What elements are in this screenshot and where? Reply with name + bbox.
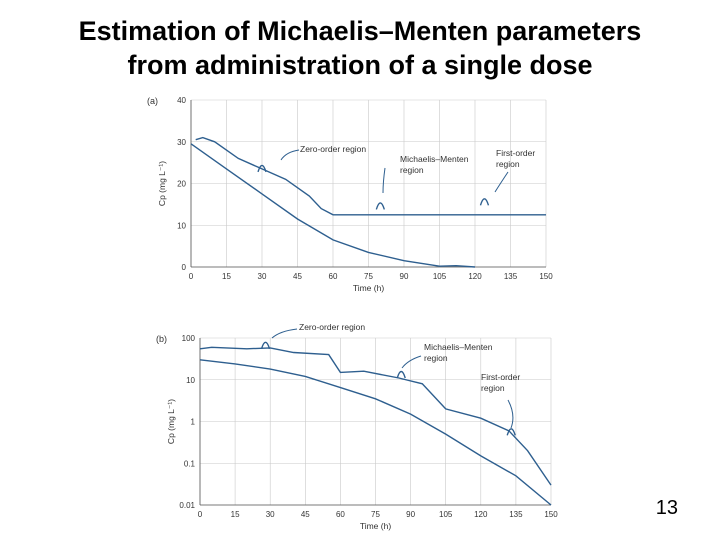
panel-b-x-tick-label: 135 bbox=[509, 510, 523, 519]
panel-a-label: (a) bbox=[147, 96, 158, 106]
panel-b-x-axis-label: Time (h) bbox=[360, 521, 391, 531]
panel-b-annotation-arrow-3 bbox=[507, 399, 514, 429]
panel-a-x-tick-label: 120 bbox=[468, 272, 482, 281]
panel-b-region-marker-3 bbox=[506, 428, 516, 436]
panel-a-x-tick-label: 150 bbox=[539, 272, 553, 281]
panel-b-label: (b) bbox=[156, 334, 167, 344]
panel-b-y-tick-label: 100 bbox=[182, 334, 196, 343]
panel-b-y-tick-label: 1 bbox=[191, 418, 196, 427]
panel-a-x-tick-label: 90 bbox=[400, 272, 409, 281]
panel-a-x-tick-label: 45 bbox=[293, 272, 302, 281]
panel-a-region-marker-3 bbox=[479, 198, 490, 206]
panel-b-annotation-3: region bbox=[481, 383, 505, 393]
panel-b-series-2-line bbox=[199, 346, 552, 486]
panel-a-series-1-line bbox=[190, 143, 476, 268]
panel-a-series-2-line bbox=[195, 136, 546, 216]
panel-a-annotation-3: region bbox=[496, 159, 520, 169]
panel-b-x-tick-label: 75 bbox=[371, 510, 380, 519]
panel-a-y-tick-label: 0 bbox=[182, 263, 187, 272]
panel-b-y-tick-label: 0.01 bbox=[179, 501, 195, 510]
panel-a-y-axis-label: Cp (mg L⁻¹) bbox=[157, 161, 167, 206]
panel-b-x-tick-label: 150 bbox=[544, 510, 558, 519]
panel-b-x-tick-label: 30 bbox=[266, 510, 275, 519]
panel-a-x-tick-label: 0 bbox=[189, 272, 194, 281]
panel-a-annotation-arrow-3 bbox=[494, 171, 509, 193]
panel-b-annotation-2: region bbox=[424, 353, 448, 363]
panel-a-y-tick-label: 20 bbox=[177, 180, 186, 189]
panel-b-x-tick-label: 45 bbox=[301, 510, 310, 519]
panel-b-y-tick-label: 10 bbox=[186, 376, 195, 385]
title-line-2: from administration of a single dose bbox=[127, 50, 593, 80]
panel-b-y-axis-label: Cp (mg L⁻¹) bbox=[166, 399, 176, 444]
panel-b-x-tick-label: 60 bbox=[336, 510, 345, 519]
title-line-1: Estimation of Michaelis–Menten parameter… bbox=[78, 16, 642, 46]
panel-a-x-tick-label: 30 bbox=[258, 272, 267, 281]
panel-b-region-marker-2 bbox=[396, 370, 406, 379]
panel-b-annotation-arrow-2 bbox=[401, 355, 422, 369]
panel-a-annotation-1: Zero-order region bbox=[300, 144, 366, 154]
page-number: 13 bbox=[655, 497, 678, 519]
panel-a-annotation-arrow-2 bbox=[382, 167, 386, 194]
panel-a-annotation-arrow-1 bbox=[280, 149, 300, 161]
panel-a-y-tick-label: 10 bbox=[177, 221, 186, 230]
panel-a-x-tick-label: 15 bbox=[222, 272, 231, 281]
panel-a-x-tick-label: 75 bbox=[364, 272, 373, 281]
panel-b-annotation-1: Zero-order region bbox=[299, 322, 365, 332]
panel-b-y-tick-label: 0.1 bbox=[184, 459, 196, 468]
panel-b-annotation-3: First-order bbox=[481, 372, 520, 382]
panel-a-x-tick-label: 135 bbox=[504, 272, 518, 281]
panel-a-annotation-2: Michaelis–Menten bbox=[400, 154, 469, 164]
panel-b-annotation-arrow-1 bbox=[271, 328, 298, 339]
panel-b-x-tick-label: 90 bbox=[406, 510, 415, 519]
panel-a-x-tick-label: 60 bbox=[329, 272, 338, 281]
panel-a-annotation-3: First-order bbox=[496, 148, 535, 158]
panel-b-x-tick-label: 120 bbox=[474, 510, 488, 519]
panel-b-region-marker-1 bbox=[260, 341, 271, 350]
panel-a-y-tick-label: 30 bbox=[177, 138, 186, 147]
panel-a-region-marker-2 bbox=[375, 202, 386, 210]
panel-b-x-tick-label: 0 bbox=[198, 510, 203, 519]
panel-b-x-tick-label: 15 bbox=[231, 510, 240, 519]
panel-a-y-tick-label: 40 bbox=[177, 96, 186, 105]
panel-a-region-marker-1 bbox=[257, 164, 267, 173]
panel-a-x-tick-label: 105 bbox=[433, 272, 447, 281]
panel-b-series-1-line bbox=[199, 359, 552, 506]
panel-a-x-axis-label: Time (h) bbox=[353, 283, 384, 293]
panel-b-x-tick-label: 105 bbox=[439, 510, 453, 519]
panel-b-annotation-2: Michaelis–Menten bbox=[424, 342, 493, 352]
slide-title: Estimation of Michaelis–Menten parameter… bbox=[0, 14, 720, 82]
panel-a-annotation-2: region bbox=[400, 165, 424, 175]
